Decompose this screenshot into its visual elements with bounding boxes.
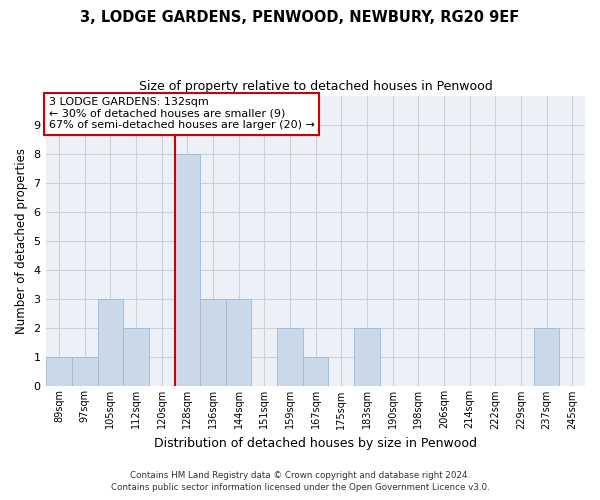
Title: Size of property relative to detached houses in Penwood: Size of property relative to detached ho… [139,80,493,93]
Bar [72,358,98,386]
Bar [354,328,380,386]
Bar [533,328,559,386]
Bar [303,358,328,386]
Bar [175,154,200,386]
Text: 3, LODGE GARDENS, PENWOOD, NEWBURY, RG20 9EF: 3, LODGE GARDENS, PENWOOD, NEWBURY, RG20… [80,10,520,25]
Bar [46,358,72,386]
X-axis label: Distribution of detached houses by size in Penwood: Distribution of detached houses by size … [154,437,477,450]
Y-axis label: Number of detached properties: Number of detached properties [15,148,28,334]
Bar [200,299,226,386]
Text: Contains HM Land Registry data © Crown copyright and database right 2024.
Contai: Contains HM Land Registry data © Crown c… [110,471,490,492]
Bar [123,328,149,386]
Bar [226,299,251,386]
Text: 3 LODGE GARDENS: 132sqm
← 30% of detached houses are smaller (9)
67% of semi-det: 3 LODGE GARDENS: 132sqm ← 30% of detache… [49,97,315,130]
Bar [277,328,303,386]
Bar [98,299,123,386]
